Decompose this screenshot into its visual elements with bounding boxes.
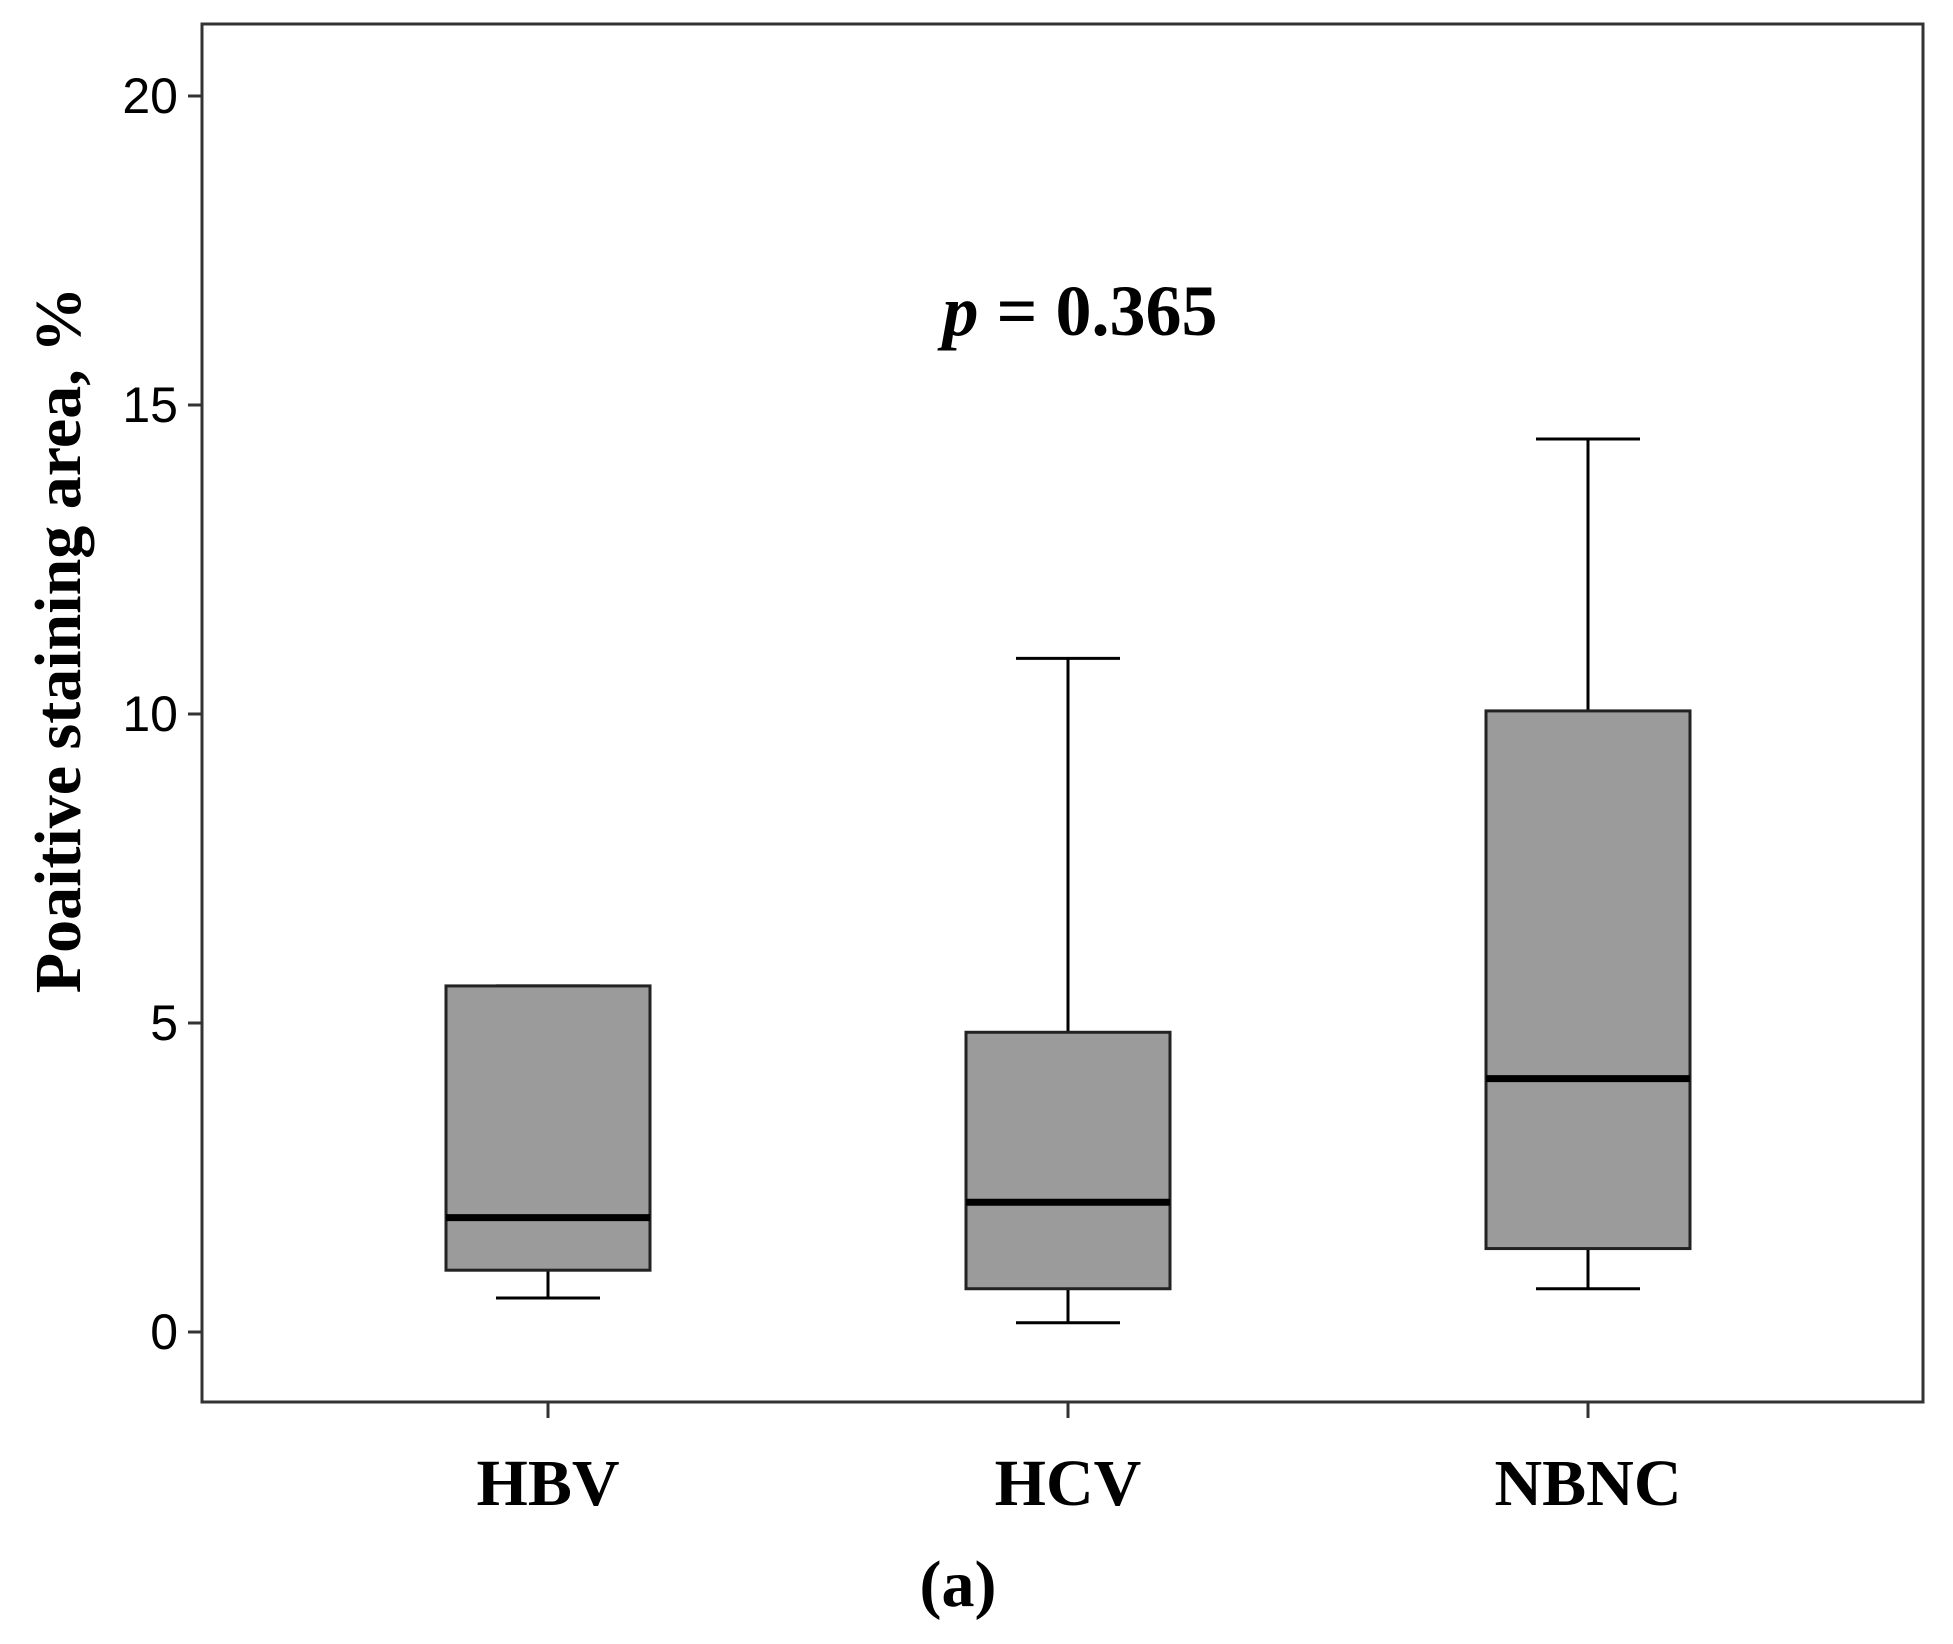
y-tick-label: 10 — [122, 686, 178, 742]
box-nbnc — [1484, 437, 1692, 1291]
iqr-box — [964, 1030, 1172, 1291]
p-symbol: p — [936, 271, 978, 351]
box-hbv — [444, 984, 652, 1300]
p-value-text: = 0.365 — [978, 271, 1217, 351]
p-value-annotation: p = 0.365 — [936, 271, 1217, 351]
x-tick-label: NBNC — [1494, 1447, 1681, 1520]
x-axis: HBV HCV NBNC — [476, 1402, 1682, 1520]
box-series — [444, 437, 1692, 1325]
panel-label: (a) — [920, 1548, 997, 1621]
y-tick-label: 20 — [122, 68, 178, 124]
x-tick-label: HCV — [995, 1447, 1142, 1520]
box-hcv — [964, 656, 1172, 1325]
x-tick-label: HBV — [476, 1447, 619, 1520]
iqr-box — [444, 984, 652, 1272]
y-axis: 0 5 10 15 20 — [122, 68, 202, 1360]
y-tick-label: 0 — [150, 1304, 178, 1360]
y-tick-label: 15 — [122, 377, 178, 433]
y-tick-label: 5 — [150, 995, 178, 1051]
y-axis-title: Poaitive staining area, % — [22, 287, 95, 993]
iqr-box — [1484, 709, 1692, 1251]
